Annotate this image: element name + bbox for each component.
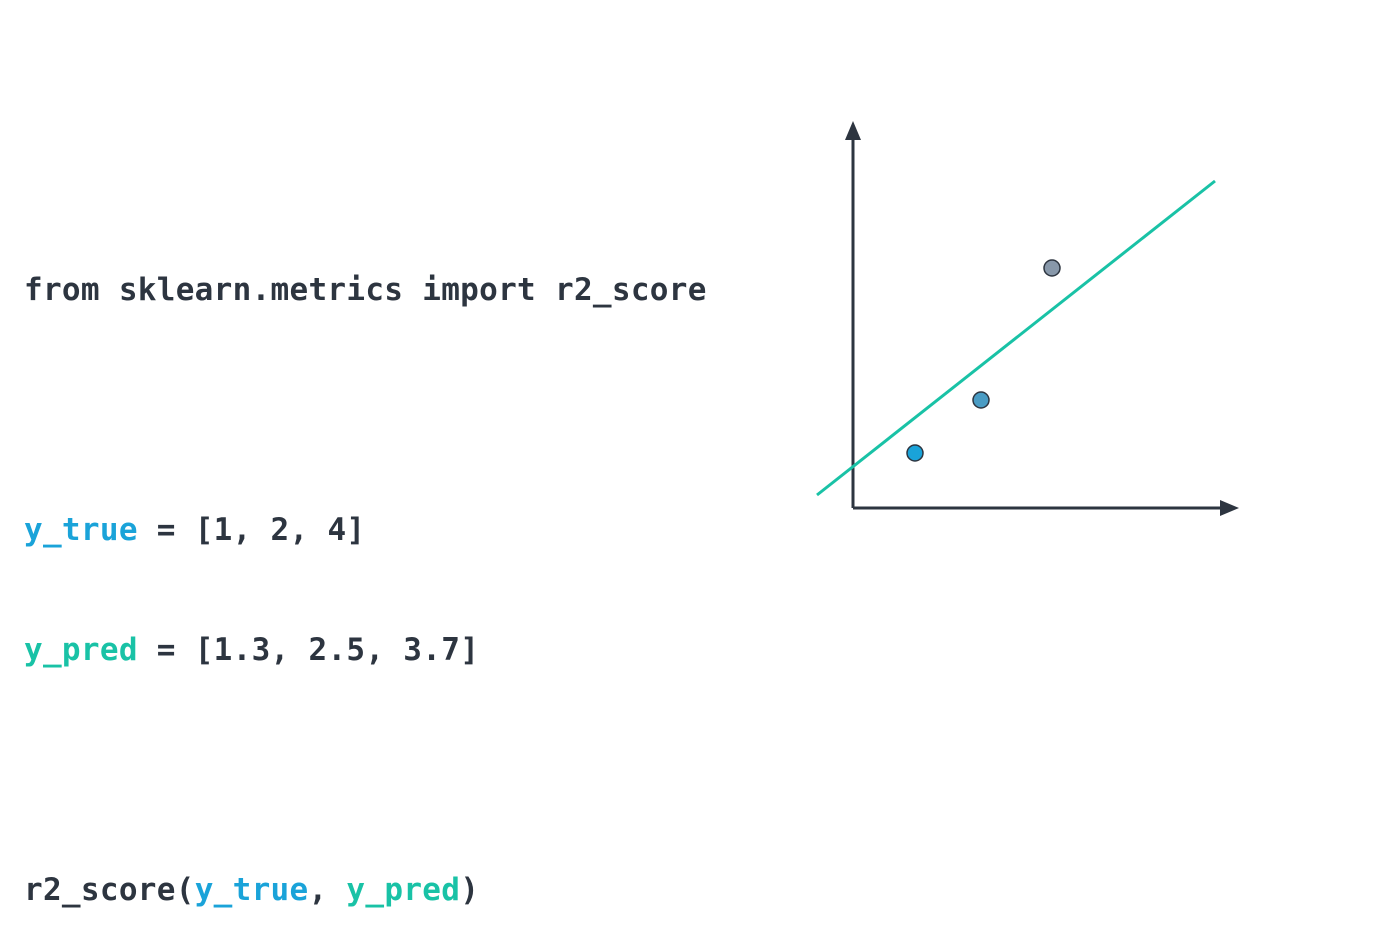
r2-arg-separator: , bbox=[308, 872, 347, 908]
scatter-diagram bbox=[816, 121, 1239, 516]
r2-function-open: r2_score( bbox=[24, 872, 195, 908]
y-axis-arrow-icon bbox=[845, 121, 861, 140]
x-axis-arrow-icon bbox=[1220, 500, 1239, 516]
import-statement: from sklearn.metrics import r2_score bbox=[24, 272, 707, 308]
r2-call-line: r2_score(y_true, y_pred) bbox=[24, 870, 707, 910]
y-pred-assign: = bbox=[137, 632, 195, 668]
data-point bbox=[972, 391, 990, 409]
regression-line bbox=[816, 179, 1216, 497]
y-true-line: y_true = [1, 2, 4] bbox=[24, 510, 707, 550]
data-point bbox=[906, 444, 924, 462]
import-line: from sklearn.metrics import r2_score bbox=[24, 270, 707, 310]
r2-arg-y-pred: y_pred bbox=[346, 872, 461, 908]
y-true-assign: = bbox=[137, 512, 195, 548]
r2-function-close: ) bbox=[460, 872, 480, 908]
y-pred-line: y_pred = [1.3, 2.5, 3.7] bbox=[24, 630, 707, 670]
blank-line bbox=[24, 750, 707, 790]
y-true-variable: y_true bbox=[24, 512, 138, 548]
y-pred-value: [1.3, 2.5, 3.7] bbox=[194, 632, 480, 668]
r2-arg-y-true: y_true bbox=[194, 872, 309, 908]
y-true-value: [1, 2, 4] bbox=[194, 512, 366, 548]
data-point bbox=[1043, 259, 1061, 277]
y-pred-variable: y_pred bbox=[24, 632, 138, 668]
